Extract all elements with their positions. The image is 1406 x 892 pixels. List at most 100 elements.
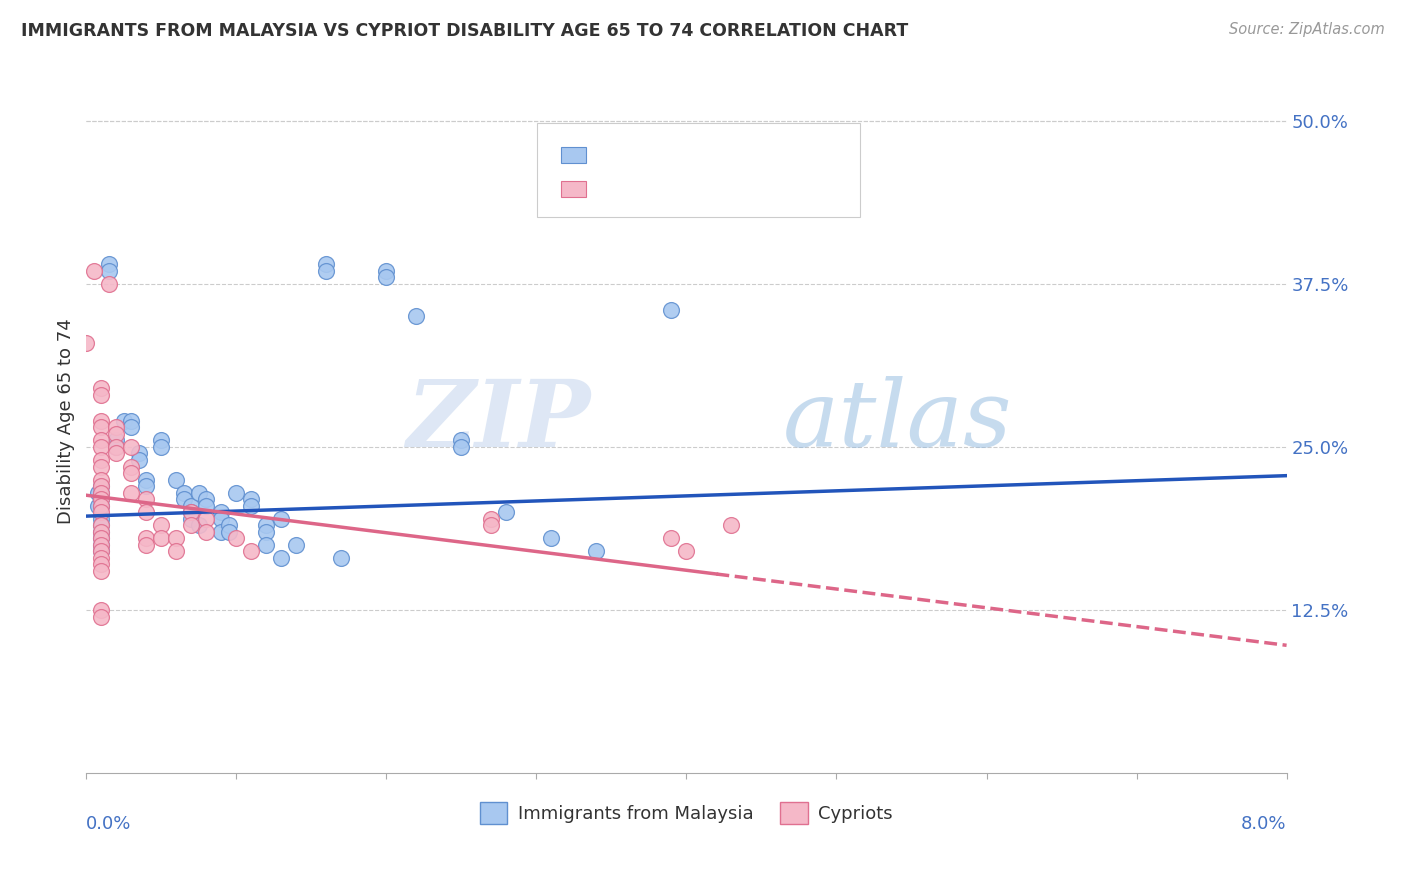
- Point: [105, 446, 128, 460]
- Point: [585, 544, 607, 558]
- Point: [150, 440, 173, 454]
- Point: [120, 459, 142, 474]
- Y-axis label: Disability Age 65 to 74: Disability Age 65 to 74: [58, 318, 75, 524]
- Text: IMMIGRANTS FROM MALAYSIA VS CYPRIOT DISABILITY AGE 65 TO 74 CORRELATION CHART: IMMIGRANTS FROM MALAYSIA VS CYPRIOT DISA…: [21, 22, 908, 40]
- Point: [90, 518, 112, 533]
- Point: [105, 440, 128, 454]
- Point: [90, 381, 112, 395]
- Point: [330, 550, 353, 565]
- Point: [105, 420, 128, 434]
- Point: [90, 558, 112, 572]
- Point: [97, 277, 120, 291]
- Point: [120, 420, 142, 434]
- Point: [315, 264, 337, 278]
- Point: [90, 388, 112, 402]
- Point: [240, 492, 263, 507]
- Point: [180, 505, 202, 519]
- Text: R =: R =: [598, 145, 636, 164]
- Point: [90, 609, 112, 624]
- Point: [90, 550, 112, 565]
- Text: -0.101: -0.101: [640, 179, 696, 198]
- Text: R =: R =: [598, 179, 636, 198]
- Point: [90, 479, 112, 493]
- Point: [90, 524, 112, 539]
- Point: [90, 531, 112, 545]
- Point: [90, 485, 112, 500]
- Point: [285, 538, 308, 552]
- Text: 8.0%: 8.0%: [1241, 815, 1286, 833]
- Point: [218, 524, 240, 539]
- Text: 0.0%: 0.0%: [86, 815, 132, 833]
- Point: [254, 524, 277, 539]
- Point: [135, 531, 157, 545]
- Point: [90, 492, 112, 507]
- Text: Source: ZipAtlas.com: Source: ZipAtlas.com: [1229, 22, 1385, 37]
- Point: [187, 518, 209, 533]
- Point: [135, 479, 157, 493]
- Point: [405, 310, 427, 324]
- Point: [187, 485, 209, 500]
- Point: [90, 531, 112, 545]
- Legend: Immigrants from Malaysia, Cypriots: Immigrants from Malaysia, Cypriots: [472, 795, 900, 831]
- Point: [450, 440, 472, 454]
- Text: 61: 61: [738, 145, 761, 164]
- Point: [173, 485, 195, 500]
- Point: [112, 414, 135, 428]
- Point: [254, 518, 277, 533]
- Point: [128, 446, 150, 460]
- Point: [105, 434, 128, 448]
- Point: [90, 492, 112, 507]
- Point: [90, 603, 112, 617]
- Point: [479, 512, 502, 526]
- Point: [173, 492, 195, 507]
- Point: [375, 264, 398, 278]
- Point: [180, 512, 202, 526]
- Point: [195, 524, 218, 539]
- Point: [75, 335, 97, 350]
- Point: [90, 414, 112, 428]
- Point: [270, 550, 292, 565]
- Point: [165, 544, 187, 558]
- Point: [120, 440, 142, 454]
- Point: [150, 518, 173, 533]
- Point: [135, 538, 157, 552]
- Point: [90, 473, 112, 487]
- Point: [87, 485, 110, 500]
- Point: [120, 466, 142, 480]
- Point: [225, 485, 247, 500]
- Point: [135, 473, 157, 487]
- Text: N =: N =: [690, 145, 740, 164]
- Point: [315, 257, 337, 271]
- Point: [90, 538, 112, 552]
- Point: [195, 512, 218, 526]
- Point: [240, 499, 263, 513]
- Point: [661, 531, 683, 545]
- Point: [90, 434, 112, 448]
- Point: [195, 499, 218, 513]
- Point: [90, 459, 112, 474]
- Point: [180, 505, 202, 519]
- Text: 55: 55: [738, 179, 761, 198]
- Point: [90, 499, 112, 513]
- Point: [105, 426, 128, 441]
- Text: N =: N =: [690, 179, 740, 198]
- Text: atlas: atlas: [783, 376, 1012, 466]
- Point: [90, 564, 112, 578]
- Point: [165, 531, 187, 545]
- Point: [479, 518, 502, 533]
- Point: [90, 544, 112, 558]
- Point: [135, 505, 157, 519]
- Point: [90, 538, 112, 552]
- Point: [209, 512, 232, 526]
- Point: [90, 420, 112, 434]
- Point: [90, 485, 112, 500]
- Point: [97, 264, 120, 278]
- Point: [90, 499, 112, 513]
- Point: [87, 499, 110, 513]
- Point: [90, 524, 112, 539]
- Point: [240, 544, 263, 558]
- Point: [495, 505, 517, 519]
- Point: [540, 531, 562, 545]
- Point: [150, 434, 173, 448]
- Point: [165, 473, 187, 487]
